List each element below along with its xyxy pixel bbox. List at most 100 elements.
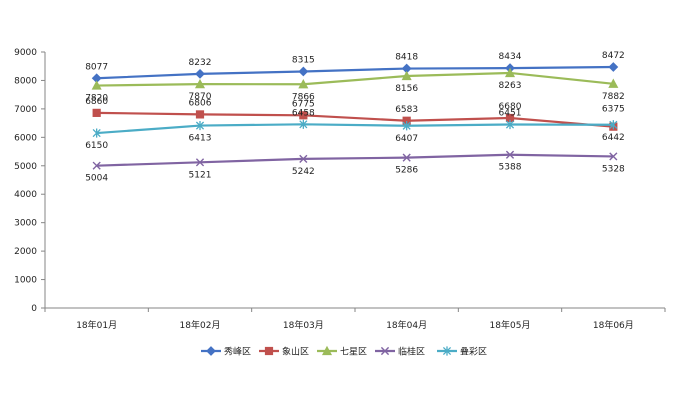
data-point — [298, 66, 309, 77]
legend-label: 秀峰区 — [224, 346, 251, 358]
series-3 — [91, 67, 619, 90]
data-point — [299, 111, 308, 120]
data-point — [609, 152, 618, 161]
legend-swatch-marker — [206, 346, 216, 356]
legend-label: 象山区 — [282, 346, 309, 358]
data-label: 8156 — [395, 84, 418, 94]
data-point — [504, 67, 516, 78]
data-label: 5004 — [85, 174, 108, 184]
data-label: 6583 — [395, 105, 418, 115]
data-label: 6775 — [292, 99, 315, 109]
data-label: 7882 — [602, 92, 625, 102]
series-line — [96, 71, 614, 87]
data-label: 8434 — [499, 52, 522, 62]
legend-label: 七星区 — [340, 347, 367, 358]
y-tick-label: 3000 — [14, 219, 37, 229]
data-point — [195, 120, 205, 131]
data-label: 5328 — [602, 164, 625, 174]
series-2 — [92, 108, 618, 131]
y-tick-label: 2000 — [14, 247, 37, 257]
data-label: 5121 — [189, 170, 212, 180]
data-label: 6806 — [189, 98, 212, 108]
data-label: 6680 — [499, 102, 522, 112]
series-line — [96, 65, 614, 80]
data-point — [194, 78, 206, 89]
data-point — [608, 62, 619, 72]
legend-label: 叠彩区 — [460, 347, 487, 358]
data-label: 8077 — [85, 62, 108, 72]
data-point — [195, 158, 205, 167]
data-point — [92, 128, 101, 138]
data-label: 6458 — [292, 108, 315, 118]
data-point — [402, 153, 411, 162]
data-point — [195, 110, 205, 119]
data-label: 7866 — [292, 92, 315, 102]
series-1 — [91, 62, 619, 84]
series-line — [96, 123, 614, 135]
data-label: 8418 — [395, 53, 418, 63]
data-point — [608, 78, 619, 88]
x-tick-label: 18年04月 — [386, 319, 427, 331]
data-label: 6442 — [602, 133, 625, 143]
data-point — [91, 80, 102, 90]
series-line — [96, 111, 614, 128]
data-label: 6150 — [85, 141, 108, 151]
x-tick-label: 18年01月 — [76, 319, 117, 331]
data-label: 8232 — [189, 58, 212, 68]
y-tick-label: 6000 — [14, 133, 37, 143]
legend-swatch-marker — [264, 346, 274, 356]
legend-swatch-marker — [442, 346, 452, 356]
y-tick-label: 4000 — [14, 190, 37, 200]
legend-item-3: 七星区 — [317, 345, 367, 358]
data-label: 5388 — [499, 163, 522, 173]
data-label: 8263 — [499, 81, 522, 91]
x-tick-label: 18年05月 — [490, 319, 531, 331]
legend: 秀峰区 象山区 七星区 临桂区 叠彩区 — [201, 346, 487, 358]
legend-swatch-marker — [321, 345, 333, 356]
series-line — [96, 153, 614, 167]
y-tick-label: 9000 — [14, 48, 37, 58]
legend-item-4: 临桂区 — [375, 346, 425, 358]
data-label: 6413 — [189, 134, 212, 144]
legend-swatch-marker — [380, 346, 390, 356]
y-tick-label: 8000 — [14, 76, 37, 86]
data-label: 5286 — [395, 166, 418, 176]
plot-area: 0 1000 2000 3000 4000 5000 6000 7000 8000 9000 18年… — [14, 48, 666, 331]
y-tick-label: 5000 — [14, 162, 37, 172]
data-point — [92, 108, 101, 117]
x-tick-label: 18年06月 — [593, 319, 634, 331]
data-point — [92, 161, 101, 170]
data-point — [505, 119, 515, 130]
data-label: 6451 — [499, 109, 522, 119]
legend-item-1: 秀峰区 — [201, 346, 251, 358]
legend-item-5: 叠彩区 — [437, 346, 487, 358]
data-point — [299, 154, 308, 163]
data-label: 8472 — [602, 51, 625, 61]
y-tick-label: 0 — [31, 304, 37, 314]
series-5 — [92, 119, 618, 138]
legend-item-2: 象山区 — [259, 346, 309, 358]
data-labels: 8077 8232 8315 8418 8434 8472 6860 6806 6775 6583… — [85, 51, 625, 184]
x-tick-label: 18年03月 — [283, 319, 324, 331]
data-label: 7870 — [189, 92, 212, 102]
data-label: 5242 — [292, 167, 315, 177]
series-layer — [91, 62, 619, 170]
data-label: 6860 — [85, 97, 108, 107]
data-point — [299, 119, 308, 129]
y-tick-label: 7000 — [14, 105, 37, 115]
data-label: 6375 — [602, 105, 625, 115]
data-point — [195, 68, 205, 79]
x-tick-label: 18年02月 — [180, 319, 221, 331]
y-tick-label: 1000 — [14, 276, 37, 286]
legend-label: 临桂区 — [398, 346, 425, 358]
data-label: 8315 — [292, 55, 315, 65]
data-point — [401, 70, 412, 81]
series-4 — [92, 150, 618, 170]
data-point — [505, 150, 515, 159]
data-point — [402, 121, 411, 131]
data-label: 7820 — [85, 94, 108, 104]
data-point — [609, 120, 618, 130]
data-label: 6407 — [395, 134, 418, 144]
data-point — [298, 79, 309, 89]
